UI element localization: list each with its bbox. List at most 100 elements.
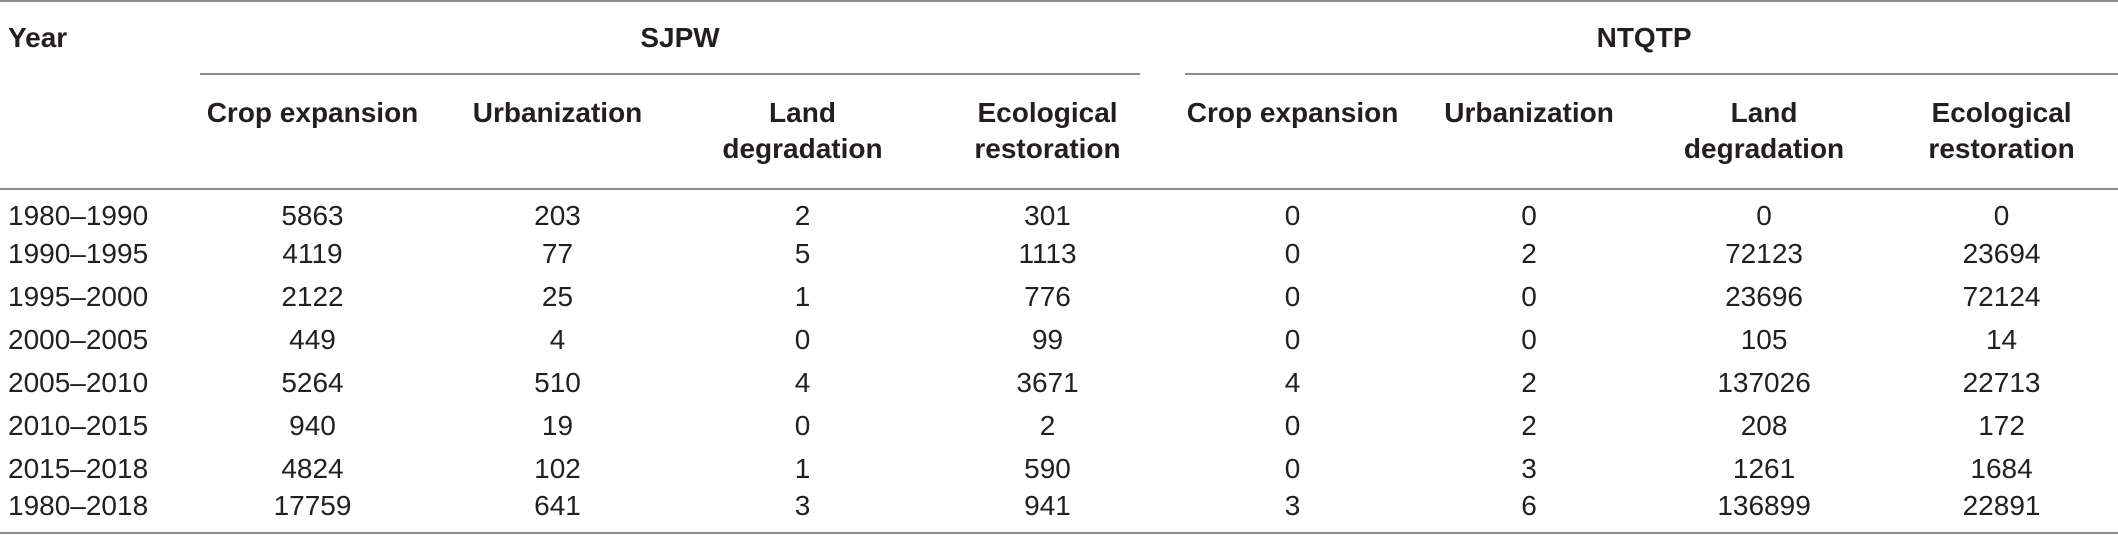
value-cell: 0: [1521, 323, 1537, 355]
group-header-ntqtp: NTQTP: [1170, 1, 2118, 75]
column-header-line: Ecological: [1931, 97, 2072, 128]
value-cell: 137026: [1717, 366, 1811, 398]
table-row: 2000–2005 449 4 0 99 0 0 105 14: [0, 318, 2118, 361]
column-header-line: degradation: [722, 133, 883, 164]
year-cell: 1980–2018: [8, 490, 149, 521]
table-body: 1980–1990 5863 203 2 301 0 0 0 0 1990–1995 4119 77 5…: [0, 189, 2118, 533]
column-header-line: restoration: [974, 133, 1121, 164]
table-row: 2005–2010 5264 510 4 3671 4 2 137026 22713: [0, 361, 2118, 404]
value-cell: 23696: [1725, 280, 1803, 312]
group-header-row: Year SJPW NTQTP: [0, 1, 2118, 75]
column-header-line: Crop expansion: [1186, 97, 1399, 128]
value-cell: 72123: [1725, 237, 1803, 269]
value-cell: 4: [794, 366, 811, 398]
value-cell: 23694: [1962, 237, 2041, 269]
value-cell: 19: [541, 409, 574, 441]
group-underline-ntqtp: [1185, 73, 2118, 75]
value-cell: 2122: [281, 280, 344, 312]
value-cell: 940: [289, 409, 336, 441]
value-cell: 6: [1521, 490, 1537, 521]
value-cell: 3671: [1016, 366, 1079, 398]
value-cell: 2: [1521, 237, 1537, 269]
value-cell: 5863: [281, 200, 344, 231]
value-cell: 4: [1284, 366, 1301, 398]
value-cell: 3: [1521, 452, 1537, 484]
value-cell: 172: [1978, 409, 2025, 441]
value-cell: 1113: [1018, 237, 1077, 269]
value-cell: 0: [1756, 200, 1772, 231]
group-label-ntqtp: NTQTP: [1596, 22, 1692, 53]
value-cell: 0: [1284, 452, 1301, 484]
value-cell: 2: [1521, 409, 1537, 441]
year-cell: 2005–2010: [8, 366, 149, 398]
column-header-line: Ecological: [977, 97, 1118, 128]
value-cell: 0: [1284, 409, 1301, 441]
value-cell: 99: [1031, 323, 1064, 355]
value-cell: 17759: [273, 490, 352, 521]
column-header: Ecological restoration: [925, 75, 1170, 189]
header-spacer: [0, 75, 190, 189]
value-cell: 510: [534, 366, 581, 398]
value-cell: 776: [1024, 280, 1071, 312]
value-cell: 590: [1024, 452, 1071, 484]
column-header: Crop expansion: [190, 75, 435, 189]
value-cell: 4: [549, 323, 566, 355]
group-underline-sjpw: [200, 73, 1141, 75]
value-cell: 0: [1521, 280, 1537, 312]
value-cell: 0: [1284, 323, 1301, 355]
value-cell: 25: [541, 280, 574, 312]
value-cell: 3: [794, 490, 811, 521]
value-cell: 208: [1740, 409, 1788, 441]
value-cell: 0: [794, 323, 811, 355]
column-header-line: Urbanization: [472, 97, 643, 128]
value-cell: 136899: [1717, 490, 1811, 521]
column-header: Crop expansion: [1170, 75, 1415, 189]
year-cell: 2010–2015: [8, 409, 149, 441]
column-header: Urbanization: [1415, 75, 1643, 189]
table-row: 1980–1990 5863 203 2 301 0 0 0 0: [0, 189, 2118, 232]
value-cell: 0: [1284, 280, 1301, 312]
year-cell: 2000–2005: [8, 323, 149, 355]
value-cell: 0: [1284, 200, 1301, 231]
year-column-header: Year: [8, 22, 68, 53]
value-cell: 1684: [1970, 452, 2033, 484]
value-cell: 3: [1284, 490, 1301, 521]
value-cell: 5: [794, 237, 811, 269]
column-header-line: degradation: [1683, 133, 1845, 164]
value-cell: 14: [1985, 323, 2018, 355]
column-header-line: restoration: [1928, 133, 2075, 164]
value-cell: 4119: [282, 237, 343, 269]
column-header-line: Land: [1730, 97, 1798, 128]
value-cell: 449: [289, 323, 336, 355]
column-header: Urbanization: [435, 75, 680, 189]
value-cell: 72124: [1962, 280, 2041, 312]
table-row: 1980–2018 17759 641 3 941 3 6 136899 22891: [0, 490, 2118, 533]
value-cell: 0: [794, 409, 811, 441]
value-cell: 641: [534, 490, 581, 521]
table-row: 2015–2018 4824 102 1 590 0 3 1261 1684: [0, 447, 2118, 490]
column-header-line: Land: [769, 97, 836, 128]
value-cell: 0: [1284, 237, 1301, 269]
value-cell: 941: [1024, 490, 1071, 521]
value-cell: 301: [1024, 200, 1071, 231]
value-cell: 2: [794, 200, 811, 231]
year-cell: 2015–2018: [8, 452, 149, 484]
value-cell: 105: [1740, 323, 1788, 355]
value-cell: 22713: [1962, 366, 2041, 398]
year-cell: 1995–2000: [8, 280, 149, 312]
column-header: Land degradation: [1643, 75, 1885, 189]
column-header-line: Urbanization: [1444, 97, 1614, 128]
table-row: 2010–2015 940 19 0 2 0 2 208 172: [0, 404, 2118, 447]
year-cell: 1990–1995: [8, 237, 149, 269]
column-header: Ecological restoration: [1885, 75, 2118, 189]
table-row: 1995–2000 2122 25 1 776 0 0 23696 72124: [0, 275, 2118, 318]
column-header-row: Crop expansion Urbanization Land degradat…: [0, 75, 2118, 189]
year-cell: 1980–1990: [8, 200, 149, 231]
value-cell: 0: [1521, 200, 1537, 231]
value-cell: 1: [794, 280, 811, 312]
value-cell: 203: [534, 200, 581, 231]
value-cell: 2: [1521, 366, 1537, 398]
value-cell: 1261: [1732, 452, 1796, 484]
value-cell: 22891: [1962, 490, 2041, 521]
